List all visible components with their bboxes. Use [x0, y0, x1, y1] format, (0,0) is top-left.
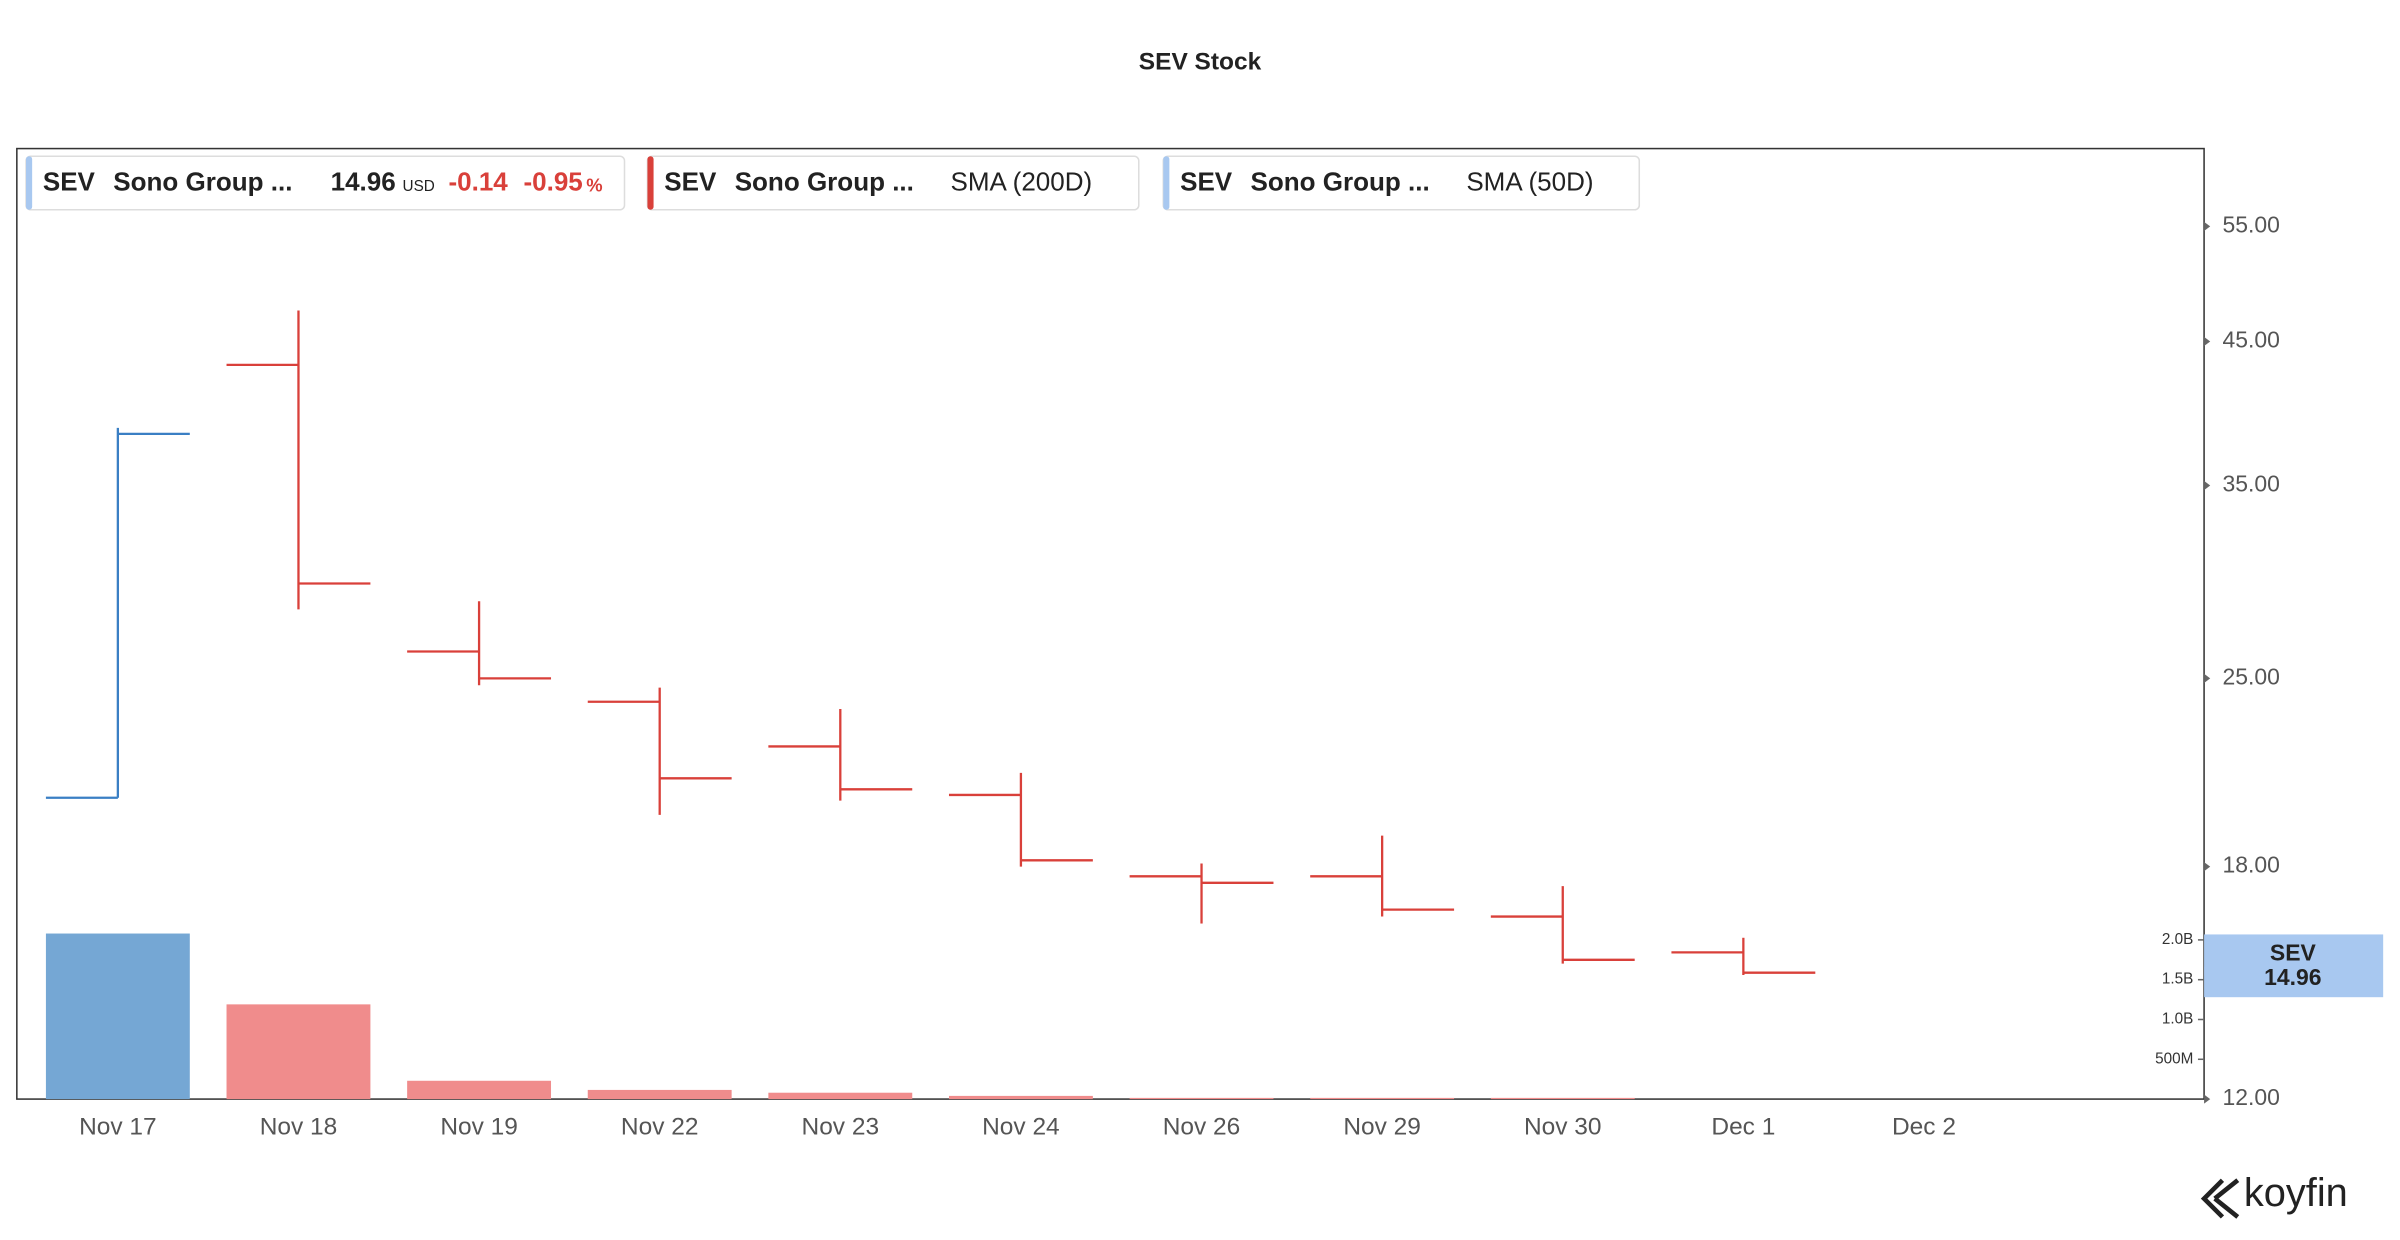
ohlc-bar: [1310, 835, 1455, 917]
x-tick-label: Nov 29: [1343, 1114, 1421, 1141]
volume-bar: [1310, 1097, 1455, 1100]
legend-swatch: [1163, 156, 1170, 210]
legend-ticker: SEV: [1180, 167, 1233, 197]
legend-swatch: [26, 156, 33, 210]
volume-bar: [768, 1092, 913, 1100]
ohlc-bar: [948, 772, 1093, 867]
legend-label: SMA (50D): [1466, 167, 1593, 197]
y-tick-label: 12.00: [2222, 1084, 2279, 1110]
y-tick: [2204, 862, 2211, 872]
ohlc-bar: [587, 687, 732, 815]
legend-label: SMA (200D): [951, 167, 1093, 197]
y-tick-label: 18.00: [2222, 852, 2279, 878]
brand-logo: [2200, 1178, 2240, 1219]
legend-currency: USD: [403, 178, 435, 195]
y-tick-label: 35.00: [2222, 471, 2279, 497]
ohlc-bar: [1490, 886, 1635, 964]
last-price-box: [2204, 934, 2384, 998]
y-tick: [2204, 480, 2211, 491]
volume-bar: [45, 933, 190, 1100]
legend-price: 14.96: [331, 167, 396, 197]
volume-bar: [226, 1004, 371, 1100]
volume-bar: [1490, 1097, 1635, 1100]
volume-bar: [587, 1089, 732, 1100]
last-price-ticker: SEV: [2270, 939, 2317, 965]
volume-bar: [948, 1095, 1093, 1100]
chart-title: SEV Stock: [1139, 48, 1262, 75]
x-tick-label: Dec 2: [1892, 1114, 1956, 1141]
x-tick-label: Nov 22: [621, 1114, 699, 1141]
legend-change-pct: -0.95: [523, 167, 582, 197]
legend-name: Sono Group ...: [1251, 167, 1430, 197]
y2-tick-label: 500M: [2155, 1050, 2193, 1067]
brand: koyfin: [2200, 1171, 2348, 1219]
ohlc-bar: [1671, 937, 1816, 976]
ohlc-bar: [768, 708, 913, 801]
legend-pct-sign: %: [586, 175, 602, 196]
y-tick-label: 45.00: [2222, 327, 2279, 353]
y2-tick-label: 2.0B: [2162, 931, 2193, 948]
legend-item: SEV Sono Group ... 14.96 USD -0.14 -0.95%: [25, 155, 626, 211]
ohlc-bar: [1129, 863, 1274, 924]
y2-tick-label: 1.0B: [2162, 1011, 2193, 1028]
x-tick-label: Nov 19: [440, 1114, 518, 1141]
legend-swatch: [647, 156, 654, 210]
x-tick-label: Nov 30: [1524, 1114, 1602, 1141]
ohlc-bar: [45, 427, 190, 799]
last-price-value: 14.96: [2264, 964, 2321, 990]
volume-bar: [1129, 1097, 1274, 1100]
y2-tick-label: 1.5B: [2162, 971, 2193, 988]
plot-frame: [16, 147, 2205, 1100]
x-tick-label: Nov 23: [802, 1114, 880, 1141]
x-tick-label: Nov 18: [260, 1114, 338, 1141]
y-tick-label: 25.00: [2222, 663, 2279, 689]
legend-name: Sono Group ...: [735, 167, 914, 197]
volume-bar: [407, 1080, 552, 1100]
legend-ticker: SEV: [43, 167, 96, 197]
y-tick: [2204, 336, 2211, 347]
x-tick-label: Dec 1: [1711, 1114, 1775, 1141]
legend-ticker: SEV: [664, 167, 717, 197]
y-tick: [2204, 221, 2211, 232]
legend-change: -0.14: [448, 167, 508, 197]
y-tick: [2204, 1094, 2211, 1104]
y-tick-label: 55.00: [2222, 211, 2279, 237]
brand-name: koyfin: [2244, 1171, 2348, 1215]
legend-item: SEV Sono Group ... SMA (50D): [1162, 155, 1641, 211]
legend-item: SEV Sono Group ... SMA (200D): [646, 155, 1140, 211]
x-tick-label: Nov 24: [982, 1114, 1060, 1141]
x-tick-label: Nov 26: [1163, 1114, 1241, 1141]
ohlc-bar: [226, 310, 371, 610]
legend-name: Sono Group ...: [113, 167, 292, 197]
legend-box: [1162, 155, 1641, 211]
ohlc-bar: [407, 601, 552, 686]
x-tick-label: Nov 17: [79, 1114, 157, 1141]
y-tick: [2204, 673, 2211, 683]
